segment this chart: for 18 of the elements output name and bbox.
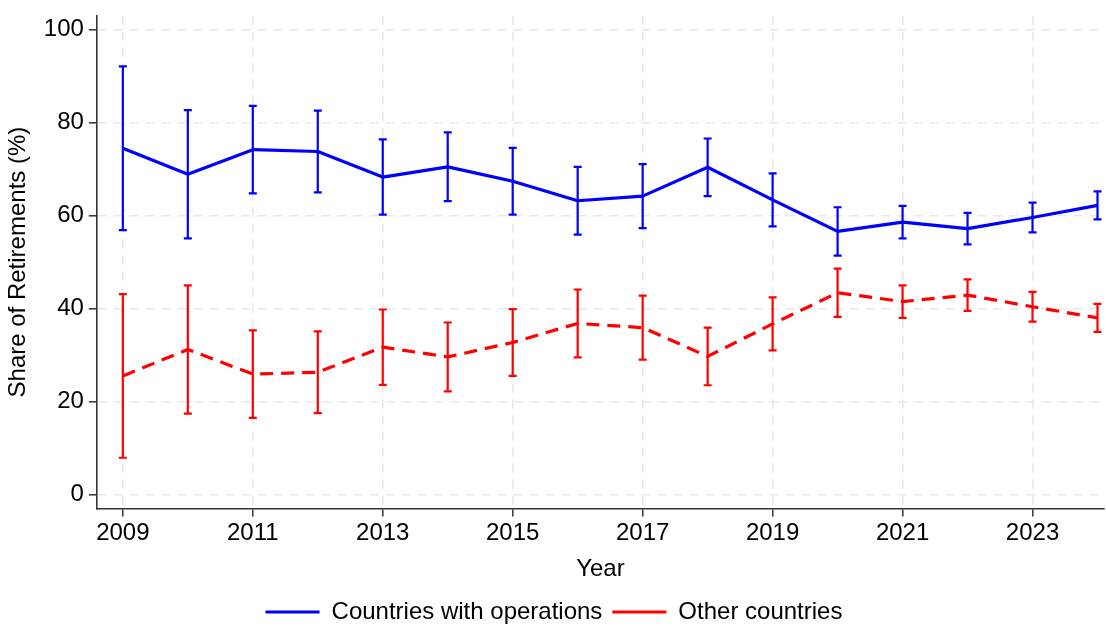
x-tick-label: 2011 <box>226 518 279 546</box>
x-tick-label: 2013 <box>356 518 410 546</box>
x-tick-label: 2023 <box>1005 518 1060 546</box>
y-tick-label: 100 <box>43 14 84 42</box>
y-tick-label: 20 <box>57 386 84 414</box>
y-tick-label: 60 <box>57 200 84 228</box>
x-tick-label: 2015 <box>486 518 540 546</box>
x-tick-label: 2009 <box>96 518 150 546</box>
legend-label: Other countries <box>678 596 843 624</box>
x-axis-title: Year <box>576 554 625 582</box>
x-tick-label: 2021 <box>875 518 930 546</box>
y-tick-label: 40 <box>57 293 84 321</box>
x-tick-label: 2019 <box>745 518 800 546</box>
legend-label: Countries with operations <box>331 596 603 624</box>
y-axis-title: Share of Retirements (%) <box>3 126 31 398</box>
y-tick-label: 80 <box>57 107 84 135</box>
x-tick-label: 2017 <box>615 518 670 546</box>
y-tick-label: 0 <box>70 479 84 507</box>
